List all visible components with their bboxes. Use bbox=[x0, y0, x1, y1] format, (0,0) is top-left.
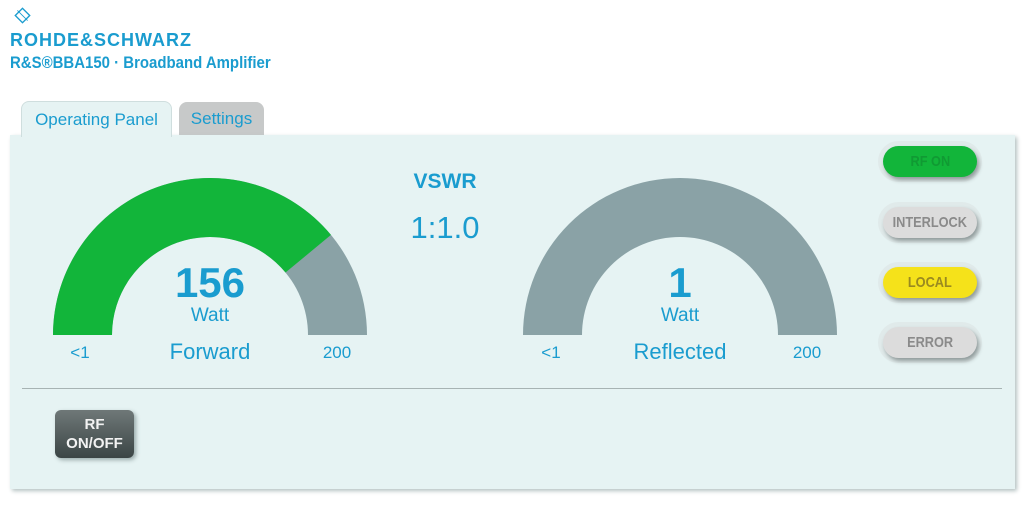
vswr-label: VSWR bbox=[413, 170, 477, 193]
reflected-gauge-track bbox=[523, 178, 837, 335]
forward-power-value: 156 bbox=[174, 259, 246, 306]
reflected-label: Reflected bbox=[633, 339, 727, 364]
brand-name: ROHDE&SCHWARZ bbox=[10, 30, 192, 50]
vswr-value: 1:1.0 bbox=[410, 210, 480, 245]
reflected-min-label: <1 bbox=[541, 343, 561, 362]
tab-settings[interactable]: Settings bbox=[179, 102, 264, 136]
forward-max-label: 200 bbox=[322, 343, 352, 362]
rf-on-off-button[interactable]: RF ON/OFF bbox=[55, 410, 134, 458]
forward-min-label: <1 bbox=[70, 343, 90, 362]
tab-operating-panel[interactable]: Operating Panel bbox=[21, 101, 172, 137]
interlock-indicator: INTERLOCK bbox=[883, 207, 977, 238]
reflected-power-value: 1 bbox=[668, 259, 692, 306]
rs-logo-icon bbox=[14, 7, 31, 24]
divider bbox=[22, 388, 1002, 389]
error-indicator: ERROR bbox=[883, 327, 977, 358]
rf-button-line1: RF bbox=[84, 416, 105, 433]
forward-gauge-fill bbox=[53, 178, 331, 335]
product-title: R&S®BBA150 · Broadband Amplifier bbox=[10, 53, 271, 72]
gauges bbox=[53, 178, 837, 335]
local-indicator: LOCAL bbox=[883, 267, 977, 298]
reflected-max-label: 200 bbox=[792, 343, 822, 362]
rf-button-line2: ON/OFF bbox=[66, 435, 123, 452]
forward-label: Forward bbox=[169, 339, 251, 364]
forward-unit: Watt bbox=[190, 305, 230, 326]
reflected-unit: Watt bbox=[660, 305, 700, 326]
rf-on-indicator: RF ON bbox=[883, 146, 977, 177]
operating-panel: 156 Watt Forward <1 200 VSWR 1:1.0 1 Wat… bbox=[10, 135, 1015, 489]
